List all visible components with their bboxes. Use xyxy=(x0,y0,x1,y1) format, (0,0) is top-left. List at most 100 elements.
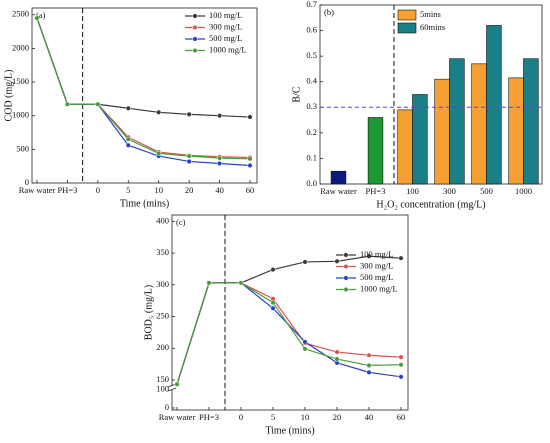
point xyxy=(302,339,308,345)
x-tick-label: 20 xyxy=(333,412,342,422)
point xyxy=(398,354,404,360)
x-tick-label: PH=3 xyxy=(199,412,219,422)
x-axis-label: Time (mins) xyxy=(265,425,314,436)
legend-marker xyxy=(192,24,198,31)
series-line xyxy=(176,282,402,385)
x-tick-label: 40 xyxy=(215,185,224,195)
x-tick-label: 100 xyxy=(406,186,419,196)
point xyxy=(247,156,253,162)
point xyxy=(125,136,131,142)
legend-marker xyxy=(192,36,198,42)
legend-label: 5mins xyxy=(420,9,441,19)
point xyxy=(206,280,212,286)
y-tick-label: 0 xyxy=(165,402,169,412)
y-tick-label: 350 xyxy=(156,247,169,257)
legend-label: 300 mg/L xyxy=(209,21,242,31)
legend-label: 60mins xyxy=(420,22,445,32)
point xyxy=(270,305,276,311)
point xyxy=(302,259,308,265)
y-tick-label: 0.6 xyxy=(306,25,317,35)
x-tick-label: Raw water xyxy=(19,185,56,195)
x-tick-label: PH=3 xyxy=(366,186,386,196)
plot-frame xyxy=(31,7,258,184)
point xyxy=(217,160,223,167)
x-tick-label: 500 xyxy=(480,186,493,196)
axis-break xyxy=(169,386,175,390)
axis-break xyxy=(167,387,177,392)
series-line xyxy=(36,17,251,160)
y-tick-label: 100 xyxy=(156,383,169,393)
x-tick-label: 300 xyxy=(443,186,456,196)
series-line xyxy=(176,282,402,385)
legend-marker xyxy=(192,13,198,19)
point xyxy=(398,374,404,380)
legend-label: 100 mg/L xyxy=(360,249,393,259)
bar xyxy=(449,58,465,185)
point xyxy=(186,153,192,159)
point xyxy=(334,349,340,355)
x-tick-label: 5 xyxy=(271,412,275,422)
x-axis-label: H₂O₂ concentration (mg/L) xyxy=(376,199,485,210)
bar xyxy=(508,77,524,185)
legend-label: 500 mg/L xyxy=(209,33,242,43)
point xyxy=(302,346,308,352)
series-line xyxy=(176,282,402,385)
x-tick-label: 0 xyxy=(239,412,243,422)
y-tick-label: 200 xyxy=(156,342,169,352)
point xyxy=(398,362,404,368)
point xyxy=(366,352,372,358)
y-tick-label: 0.3 xyxy=(306,101,317,111)
y-tick-label: 0.5 xyxy=(306,50,317,60)
point xyxy=(270,267,276,273)
y-tick-label: 0.1 xyxy=(306,152,317,162)
plot-frame xyxy=(171,214,409,411)
legend-swatch xyxy=(397,9,417,21)
legend-marker xyxy=(343,275,349,281)
x-tick-label: PH=3 xyxy=(57,185,77,195)
point xyxy=(186,111,192,117)
x-tick-label: 20 xyxy=(185,185,194,195)
point xyxy=(366,369,372,375)
point xyxy=(174,381,180,387)
y-tick-label: 400 xyxy=(156,215,169,225)
y-tick-label: 0 xyxy=(25,177,29,187)
x-tick-label: 10 xyxy=(154,185,163,195)
bar xyxy=(471,63,487,185)
y-tick-label: 1500 xyxy=(12,76,29,86)
point xyxy=(34,15,40,21)
point xyxy=(186,158,192,165)
bar xyxy=(397,109,413,185)
x-tick-label: 60 xyxy=(246,185,255,195)
x-tick-label: 10 xyxy=(301,412,310,422)
y-tick-label: 0.4 xyxy=(306,76,317,86)
point xyxy=(125,142,131,148)
bar xyxy=(523,58,539,185)
legend-marker xyxy=(343,252,349,258)
legend-marker xyxy=(343,286,349,293)
y-tick-label: 300 xyxy=(156,279,169,289)
bar xyxy=(330,170,347,185)
panel-label: (c) xyxy=(176,217,186,227)
legend-label: 1000 mg/L xyxy=(360,283,398,293)
bar xyxy=(434,78,450,185)
point xyxy=(156,109,162,115)
point xyxy=(334,356,340,362)
x-axis-label: Time (mins) xyxy=(120,198,169,209)
legend-label: 1000 mg/L xyxy=(209,44,247,54)
y-tick-label: 2000 xyxy=(12,42,29,52)
legend-label: 500 mg/L xyxy=(360,272,393,282)
point xyxy=(95,101,101,107)
x-tick-label: 1000 xyxy=(515,186,532,196)
point xyxy=(217,155,223,161)
point xyxy=(334,258,340,264)
y-tick-label: 150 xyxy=(156,374,169,384)
x-tick-label: 5 xyxy=(126,185,130,195)
point xyxy=(270,300,276,306)
y-axis-label: BOD₅ (mg/L) xyxy=(143,285,154,340)
bar xyxy=(367,117,384,185)
bar xyxy=(486,25,502,185)
legend-swatch xyxy=(397,22,417,34)
y-tick-label: 1000 xyxy=(12,110,29,120)
point xyxy=(366,253,372,259)
